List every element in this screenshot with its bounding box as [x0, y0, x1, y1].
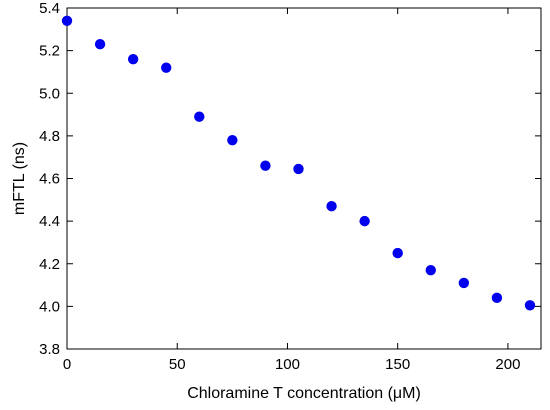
y-tick-label: 5.4 [39, 0, 60, 17]
y-tick-label: 5.0 [39, 85, 60, 102]
y-tick-label: 5.2 [39, 43, 60, 60]
y-axis-ticks: 3.8 4.0 4.2 4.4 4.6 4.8 5.0 5.2 5.4 [39, 0, 541, 358]
data-point [359, 215, 370, 227]
x-axis-label: Chloramine T concentration (μM) [187, 385, 421, 402]
x-tick-label: 100 [275, 356, 300, 373]
data-point [161, 62, 172, 73]
data-point [227, 134, 238, 146]
y-tick-label: 4.8 [39, 128, 60, 145]
y-tick-label: 4.2 [39, 256, 60, 273]
data-point [94, 39, 106, 50]
x-tick-label: 0 [63, 356, 71, 373]
data-point [458, 277, 470, 289]
x-tick-label: 200 [495, 356, 520, 373]
data-points [61, 15, 536, 311]
x-tick-label: 150 [385, 356, 410, 373]
data-point [127, 53, 139, 65]
data-point [425, 264, 436, 276]
y-axis-label: mFTL (ns) [11, 142, 28, 215]
y-tick-label: 4.4 [39, 213, 60, 230]
data-point [61, 15, 73, 26]
x-axis-ticks: 0 50 100 150 200 [63, 8, 520, 373]
data-point [293, 163, 304, 175]
y-tick-label: 3.8 [39, 341, 60, 358]
data-point [260, 160, 271, 171]
data-point [524, 300, 536, 311]
data-point [392, 247, 403, 259]
x-tick-label: 50 [169, 356, 186, 373]
data-point [194, 111, 205, 122]
data-point [326, 201, 337, 212]
y-tick-label: 4.6 [39, 171, 60, 188]
data-point [491, 292, 503, 304]
y-tick-label: 4.0 [39, 298, 60, 315]
